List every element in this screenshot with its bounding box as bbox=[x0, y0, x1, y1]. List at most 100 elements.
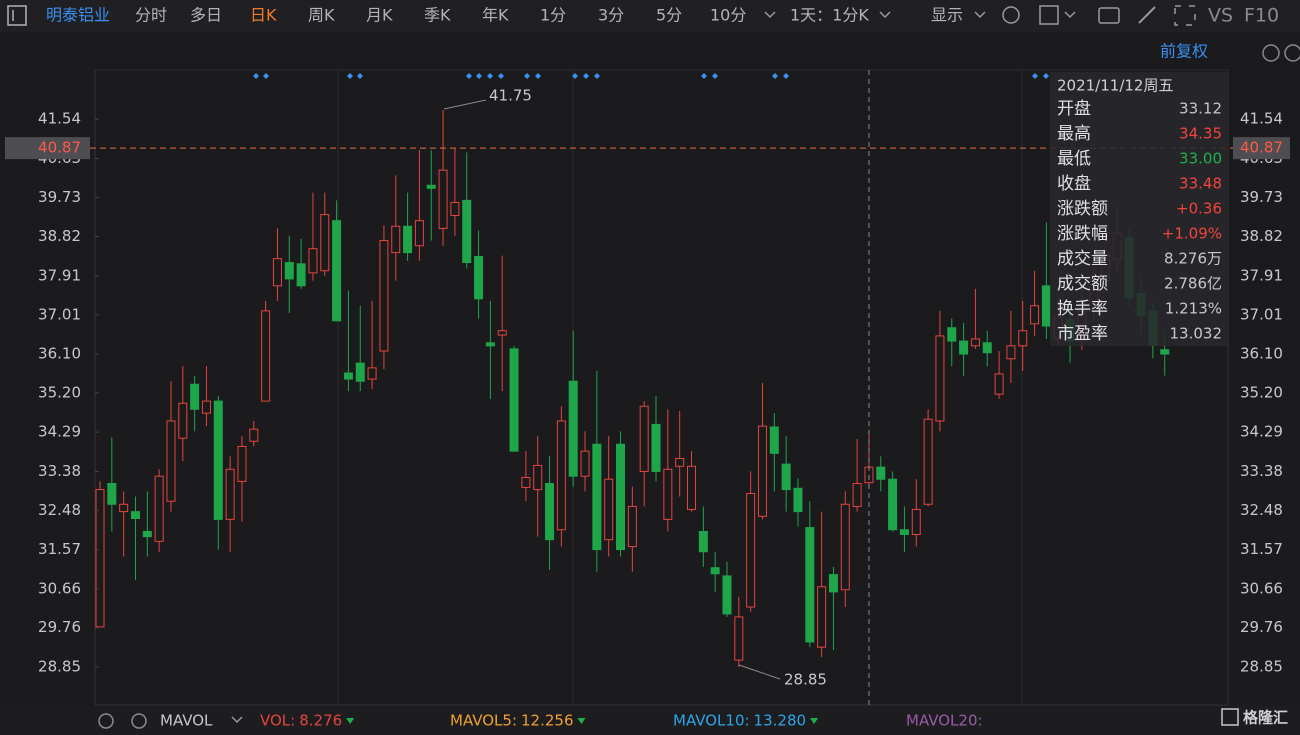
tooltip-value: 8.276万 bbox=[1164, 250, 1222, 268]
candle-body bbox=[888, 478, 898, 531]
candle-body bbox=[687, 465, 696, 510]
event-marker bbox=[476, 73, 482, 79]
trend-arrow bbox=[810, 718, 819, 724]
candle-body bbox=[1018, 330, 1028, 347]
candle-body bbox=[746, 492, 756, 608]
fullscreen-icon[interactable] bbox=[1174, 5, 1196, 26]
candle-body bbox=[320, 214, 330, 272]
tooltip-value: 2.786亿 bbox=[1164, 275, 1222, 293]
menu-icon[interactable] bbox=[7, 5, 27, 26]
indicator-name[interactable]: MAVOL bbox=[160, 712, 213, 730]
pen-icon[interactable] bbox=[1138, 6, 1156, 24]
event-marker bbox=[524, 73, 530, 79]
y-tick-label-right: 29.76 bbox=[1240, 618, 1283, 636]
candle-body bbox=[852, 483, 862, 507]
tooltip-value: 34.35 bbox=[1179, 125, 1222, 143]
candle-body bbox=[698, 530, 708, 553]
candle-body bbox=[438, 169, 448, 229]
candle-body bbox=[107, 483, 117, 505]
candle-body bbox=[367, 367, 377, 380]
y-tick-label-right: 30.66 bbox=[1240, 579, 1283, 597]
event-marker bbox=[583, 73, 589, 79]
tab[interactable]: 分时 bbox=[135, 6, 167, 25]
settings-icon[interactable] bbox=[1002, 6, 1020, 24]
tooltip-value: 33.48 bbox=[1179, 175, 1222, 193]
logo: 格隆汇 bbox=[1243, 709, 1288, 727]
candle-body bbox=[899, 529, 909, 535]
candle-body bbox=[639, 405, 649, 472]
tab[interactable]: 1分 bbox=[540, 6, 566, 25]
annotation: 41.75 bbox=[489, 87, 532, 105]
candle-body bbox=[970, 338, 980, 347]
indicator-item: MAVOL10: bbox=[673, 712, 750, 730]
tab[interactable]: 多日 bbox=[190, 6, 222, 25]
candle-body bbox=[781, 463, 791, 491]
y-tick-label: 41.54 bbox=[38, 110, 81, 128]
chevron[interactable] bbox=[974, 11, 986, 19]
trend-arrow bbox=[346, 718, 355, 724]
event-marker bbox=[535, 73, 541, 79]
tab[interactable]: 5分 bbox=[656, 6, 682, 25]
chevron[interactable] bbox=[764, 11, 776, 19]
price-tag-label: 40.87 bbox=[1240, 139, 1283, 157]
zoom-in[interactable] bbox=[1284, 44, 1300, 62]
y-tick-label: 36.10 bbox=[38, 345, 81, 363]
event-marker bbox=[572, 73, 578, 79]
candle-body bbox=[817, 586, 827, 648]
y-tick-label: 33.38 bbox=[38, 462, 81, 480]
candle-body bbox=[201, 400, 211, 414]
candle-body bbox=[840, 503, 850, 591]
trend-arrow bbox=[577, 718, 586, 724]
candle-body bbox=[497, 330, 507, 336]
candle-body bbox=[1030, 305, 1040, 325]
tooltip-label: 收盘 bbox=[1057, 174, 1091, 194]
tooltip: 2021/11/12周五 开盘 33.12 最高 34.35 最低 33.00 收盘 33.4… bbox=[1050, 72, 1228, 346]
f10-button[interactable]: F10 bbox=[1244, 5, 1279, 27]
tooltip-label: 开盘 bbox=[1057, 99, 1091, 119]
display-select[interactable]: 显示 bbox=[931, 6, 963, 25]
candle-body bbox=[911, 508, 921, 535]
candle-body bbox=[947, 327, 957, 342]
adjust-select[interactable]: 前复权 bbox=[1160, 42, 1208, 61]
y-tick-label-right: 34.29 bbox=[1240, 423, 1283, 441]
candle-body bbox=[616, 443, 626, 551]
tab[interactable]: 日K bbox=[250, 6, 277, 25]
candle-body bbox=[474, 255, 484, 300]
tooltip-label: 涨跌幅 bbox=[1057, 224, 1108, 244]
tab[interactable]: 3分 bbox=[598, 6, 624, 25]
y-tick-label: 30.66 bbox=[38, 579, 81, 597]
period-select[interactable]: 1天：1分K bbox=[790, 6, 869, 25]
indicator-settings[interactable] bbox=[98, 713, 114, 729]
event-marker bbox=[701, 73, 707, 79]
box-icon[interactable] bbox=[1039, 5, 1059, 25]
event-marker bbox=[1043, 73, 1049, 79]
candle-body bbox=[521, 477, 531, 488]
vs-button[interactable]: VS bbox=[1208, 5, 1233, 27]
tab[interactable]: 季K bbox=[424, 6, 451, 25]
tooltip-value: 13.032 bbox=[1170, 325, 1223, 343]
stock-name[interactable]: 明泰铝业 bbox=[46, 6, 110, 25]
candle-body bbox=[142, 530, 152, 538]
camera-icon[interactable] bbox=[1098, 7, 1120, 24]
chevron[interactable] bbox=[1064, 11, 1076, 19]
chevron[interactable] bbox=[879, 11, 891, 19]
y-tick-label: 37.91 bbox=[38, 266, 81, 284]
tooltip-value: 33.00 bbox=[1179, 150, 1222, 168]
candle-body bbox=[994, 373, 1004, 395]
candle-body bbox=[190, 383, 200, 410]
event-marker bbox=[1032, 73, 1038, 79]
candle-body bbox=[379, 240, 389, 352]
tab[interactable]: 月K bbox=[366, 6, 393, 25]
tab[interactable]: 年K bbox=[482, 6, 509, 25]
tooltip-value: +1.09% bbox=[1162, 225, 1222, 243]
tab[interactable]: 10分 bbox=[710, 6, 746, 25]
event-marker bbox=[498, 73, 504, 79]
indicator-close[interactable] bbox=[131, 713, 147, 729]
zoom-out[interactable] bbox=[1262, 44, 1280, 62]
tab[interactable]: 周K bbox=[308, 6, 335, 25]
annotation-leader bbox=[443, 99, 487, 110]
candle-body bbox=[296, 263, 306, 287]
event-marker bbox=[357, 73, 363, 79]
chevron[interactable] bbox=[231, 716, 243, 724]
